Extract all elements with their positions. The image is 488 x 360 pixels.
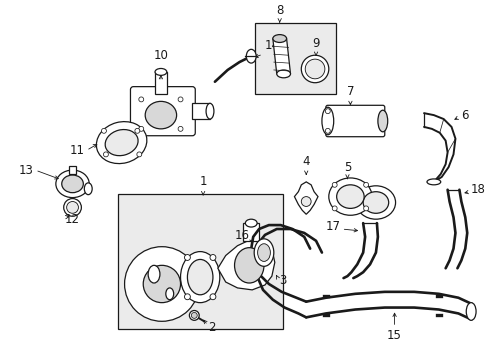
Circle shape <box>301 197 310 206</box>
Text: 1: 1 <box>199 175 206 188</box>
Ellipse shape <box>165 288 173 300</box>
Ellipse shape <box>105 130 138 156</box>
Circle shape <box>135 129 140 133</box>
Text: 4: 4 <box>302 155 309 168</box>
Ellipse shape <box>205 103 213 119</box>
Circle shape <box>331 183 336 187</box>
Text: 17: 17 <box>325 220 340 233</box>
Circle shape <box>191 312 197 318</box>
Text: 8: 8 <box>275 4 283 17</box>
Circle shape <box>103 152 108 157</box>
Circle shape <box>66 202 78 213</box>
Circle shape <box>325 129 329 133</box>
Polygon shape <box>272 39 290 74</box>
Text: 7: 7 <box>346 85 353 98</box>
Text: 12: 12 <box>64 213 80 226</box>
Text: 14: 14 <box>264 39 280 52</box>
Circle shape <box>139 126 143 131</box>
Ellipse shape <box>145 102 176 129</box>
Bar <box>192 103 209 119</box>
Bar <box>155 72 166 94</box>
Ellipse shape <box>234 248 264 283</box>
Bar <box>118 194 282 329</box>
Polygon shape <box>294 182 317 214</box>
Text: 2: 2 <box>207 321 215 334</box>
Text: 11: 11 <box>69 144 84 157</box>
Ellipse shape <box>321 107 333 135</box>
Circle shape <box>209 255 215 260</box>
Text: 13: 13 <box>19 163 33 177</box>
Ellipse shape <box>328 178 371 215</box>
Ellipse shape <box>56 170 89 198</box>
Circle shape <box>137 152 142 157</box>
Ellipse shape <box>276 70 290 78</box>
Ellipse shape <box>356 186 395 219</box>
Circle shape <box>124 247 199 321</box>
FancyBboxPatch shape <box>130 87 195 136</box>
Ellipse shape <box>148 265 160 283</box>
Ellipse shape <box>180 252 220 303</box>
Circle shape <box>331 206 336 211</box>
Circle shape <box>184 294 190 300</box>
Text: 5: 5 <box>343 161 350 174</box>
Text: 6: 6 <box>460 109 468 122</box>
Ellipse shape <box>257 244 270 261</box>
Circle shape <box>184 255 190 260</box>
Circle shape <box>301 55 328 83</box>
Ellipse shape <box>377 110 387 132</box>
Text: 9: 9 <box>312 37 319 50</box>
Ellipse shape <box>363 192 388 213</box>
Bar <box>243 223 259 241</box>
Text: 15: 15 <box>386 329 401 342</box>
Circle shape <box>178 126 183 131</box>
Ellipse shape <box>336 185 364 208</box>
FancyBboxPatch shape <box>325 105 384 137</box>
Ellipse shape <box>254 239 273 266</box>
Text: 10: 10 <box>153 49 168 62</box>
Text: 3: 3 <box>278 274 285 287</box>
Ellipse shape <box>272 35 286 42</box>
Ellipse shape <box>245 219 257 227</box>
Polygon shape <box>218 239 274 290</box>
Bar <box>255 23 335 94</box>
Circle shape <box>139 97 143 102</box>
Ellipse shape <box>246 49 256 63</box>
Circle shape <box>325 109 329 114</box>
Ellipse shape <box>155 68 166 75</box>
Text: 18: 18 <box>470 183 485 196</box>
Ellipse shape <box>96 122 146 163</box>
Ellipse shape <box>84 183 92 195</box>
Circle shape <box>305 59 324 79</box>
Text: 16: 16 <box>234 229 249 242</box>
Ellipse shape <box>187 260 212 295</box>
Circle shape <box>63 199 81 216</box>
Circle shape <box>209 294 215 300</box>
Circle shape <box>363 183 368 187</box>
Circle shape <box>189 311 199 320</box>
Circle shape <box>363 206 368 211</box>
Circle shape <box>143 265 180 303</box>
Circle shape <box>178 97 183 102</box>
Ellipse shape <box>465 303 475 320</box>
Ellipse shape <box>61 175 83 193</box>
Circle shape <box>102 129 106 133</box>
Bar <box>68 166 76 174</box>
Ellipse shape <box>426 179 440 185</box>
